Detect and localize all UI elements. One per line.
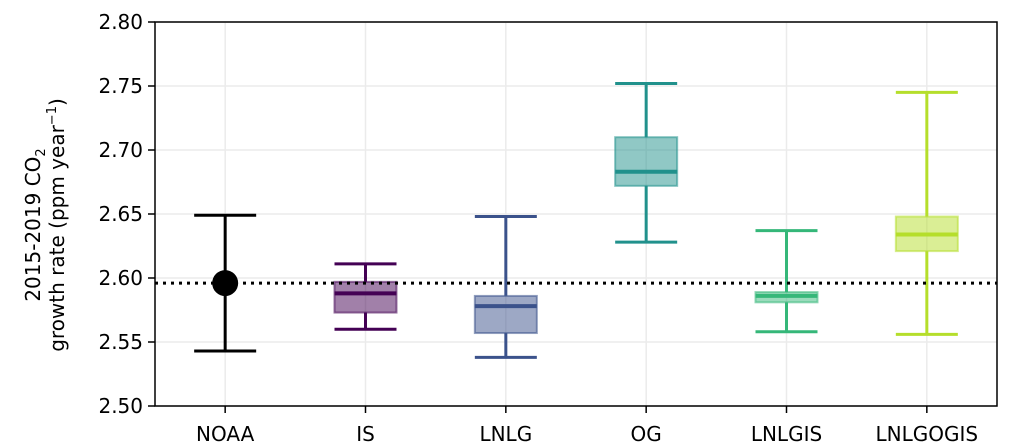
y-tick-label: 2.55 (98, 330, 143, 354)
y-tick-label: 2.60 (98, 266, 143, 290)
x-tick-label-lnlgis: LNLGIS (751, 422, 822, 446)
noaa-point (212, 270, 239, 297)
y-axis-label-line1: 2015-2019 CO2 (21, 148, 49, 301)
x-tick-label-og: OG (631, 422, 662, 446)
y-axis-label: 2015-2019 CO2 growth rate (ppm year−1) (21, 98, 69, 352)
og-box (614, 136, 679, 187)
marks-layer (155, 81, 997, 359)
lnlg-box (473, 294, 538, 335)
is-box (333, 280, 398, 314)
x-tick-label-lnlgogis: LNLGOGIS (876, 422, 979, 446)
grid-layer (155, 21, 997, 407)
y-tick-label: 2.70 (98, 138, 143, 162)
y-tick-label: 2.50 (98, 394, 143, 418)
y-tick-label: 2.75 (98, 74, 143, 98)
y-axis-label-line2: growth rate (ppm year−1) (45, 98, 69, 352)
y-tick-label: 2.65 (98, 202, 143, 226)
y-tick-label: 2.80 (98, 10, 143, 34)
x-tick-label-lnlg: LNLG (479, 422, 532, 446)
x-tick-label-noaa: NOAA (196, 422, 255, 446)
x-tick-label-is: IS (356, 422, 375, 446)
